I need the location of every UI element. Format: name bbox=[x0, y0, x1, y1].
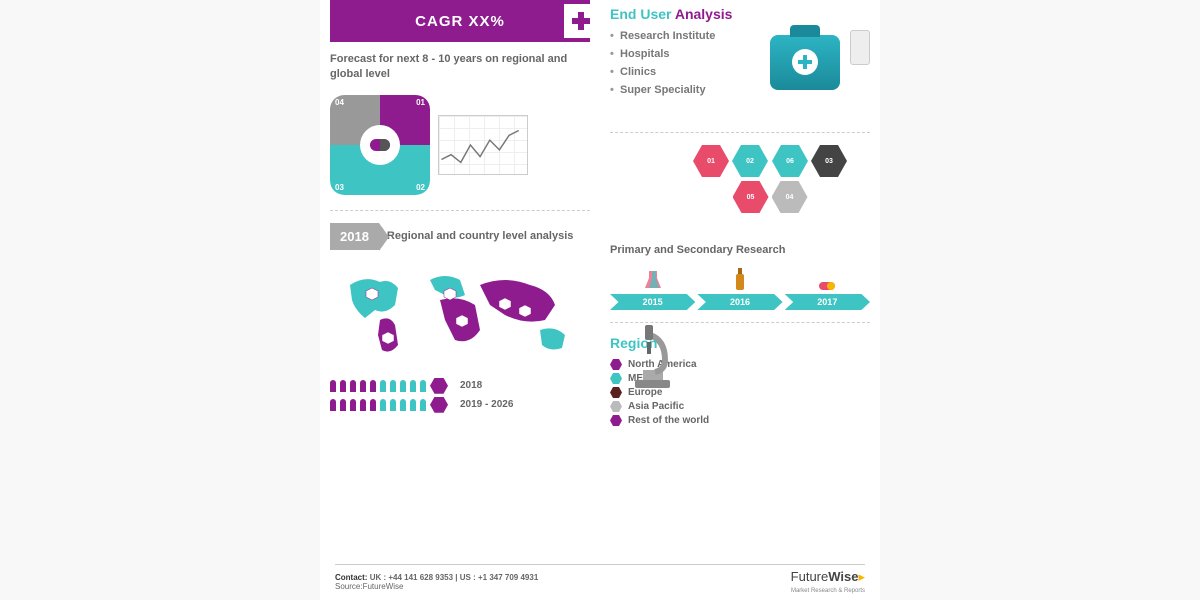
timeline: 2015 2016 2017 bbox=[610, 264, 870, 310]
hex-marker bbox=[610, 387, 622, 398]
hex-04: 04 bbox=[772, 181, 808, 213]
cagr-label: CAGR XX% bbox=[415, 13, 505, 30]
list-item: Clinics bbox=[610, 66, 760, 78]
cagr-banner: CAGR XX% bbox=[330, 0, 590, 42]
hex-marker bbox=[610, 373, 622, 384]
capsule-icon bbox=[785, 264, 870, 292]
hex-marker bbox=[610, 415, 622, 426]
hex-06: 06 bbox=[772, 145, 808, 177]
hex-marker bbox=[610, 401, 622, 412]
segment-area: 01 02 03 04 bbox=[330, 95, 590, 195]
iv-bag-icon bbox=[850, 30, 870, 65]
regional-text: Regional and country level analysis bbox=[387, 229, 573, 243]
line-chart bbox=[438, 115, 528, 175]
people-rows: 2018 2019 - 2026 bbox=[330, 378, 590, 413]
right-column: End User Analysis End User Analysis Rese… bbox=[600, 0, 880, 600]
divider bbox=[330, 210, 590, 211]
people-row-2018: 2018 bbox=[330, 378, 590, 394]
hex-03: 03 bbox=[811, 145, 847, 177]
hex-05: 05 bbox=[733, 181, 769, 213]
region-item: Rest of the world bbox=[610, 415, 870, 426]
left-column: CAGR XX% Forecast for next 8 - 10 years … bbox=[320, 0, 600, 600]
flask-icon bbox=[610, 264, 695, 292]
medkit-icon bbox=[770, 35, 840, 90]
people-row-2019: 2019 - 2026 bbox=[330, 397, 590, 413]
medkit-illustration bbox=[760, 30, 870, 120]
end-user-title: End User Analysis End User Analysis bbox=[610, 6, 870, 22]
contact-info: Contact: UK : +44 141 628 9353 | US : +1… bbox=[335, 573, 538, 591]
segment-wheel: 01 02 03 04 bbox=[330, 95, 430, 195]
year-badge: 2018 bbox=[330, 223, 379, 250]
divider bbox=[610, 132, 870, 133]
footer: Contact: UK : +44 141 628 9353 | US : +1… bbox=[335, 564, 865, 594]
research-text: Primary and Secondary Research bbox=[610, 244, 870, 256]
plus-icon bbox=[564, 4, 598, 38]
world-map bbox=[330, 260, 590, 370]
infographic-container: CAGR XX% Forecast for next 8 - 10 years … bbox=[320, 0, 880, 600]
source-text: Source:FutureWise bbox=[335, 582, 403, 591]
timeline-2016: 2016 bbox=[697, 264, 782, 310]
hex-icon bbox=[430, 397, 448, 413]
hex-icon bbox=[430, 378, 448, 394]
cross-icon bbox=[792, 49, 818, 75]
hex-icon-cluster: 01 02 06 03 05 04 bbox=[690, 145, 850, 213]
bottle-icon bbox=[697, 264, 782, 292]
list-item: Hospitals bbox=[610, 48, 760, 60]
timeline-2015: 2015 bbox=[610, 264, 695, 310]
list-item: Super Speciality bbox=[610, 84, 760, 96]
forecast-text: Forecast for next 8 - 10 years on region… bbox=[330, 52, 590, 83]
microscope-icon bbox=[625, 320, 680, 395]
region-item: Asia Pacific bbox=[610, 401, 870, 412]
end-user-list: Research Institute Hospitals Clinics Sup… bbox=[610, 30, 760, 120]
year-row: 2018 Regional and country level analysis bbox=[330, 223, 590, 250]
hex-02: 02 bbox=[732, 145, 768, 177]
timeline-2017: 2017 bbox=[785, 264, 870, 310]
pill-icon bbox=[360, 125, 400, 165]
hex-01: 01 bbox=[693, 145, 729, 177]
list-item: Research Institute bbox=[610, 30, 760, 42]
hex-marker bbox=[610, 359, 622, 370]
logo: FutureWise▸ Market Research & Reports bbox=[791, 569, 865, 594]
